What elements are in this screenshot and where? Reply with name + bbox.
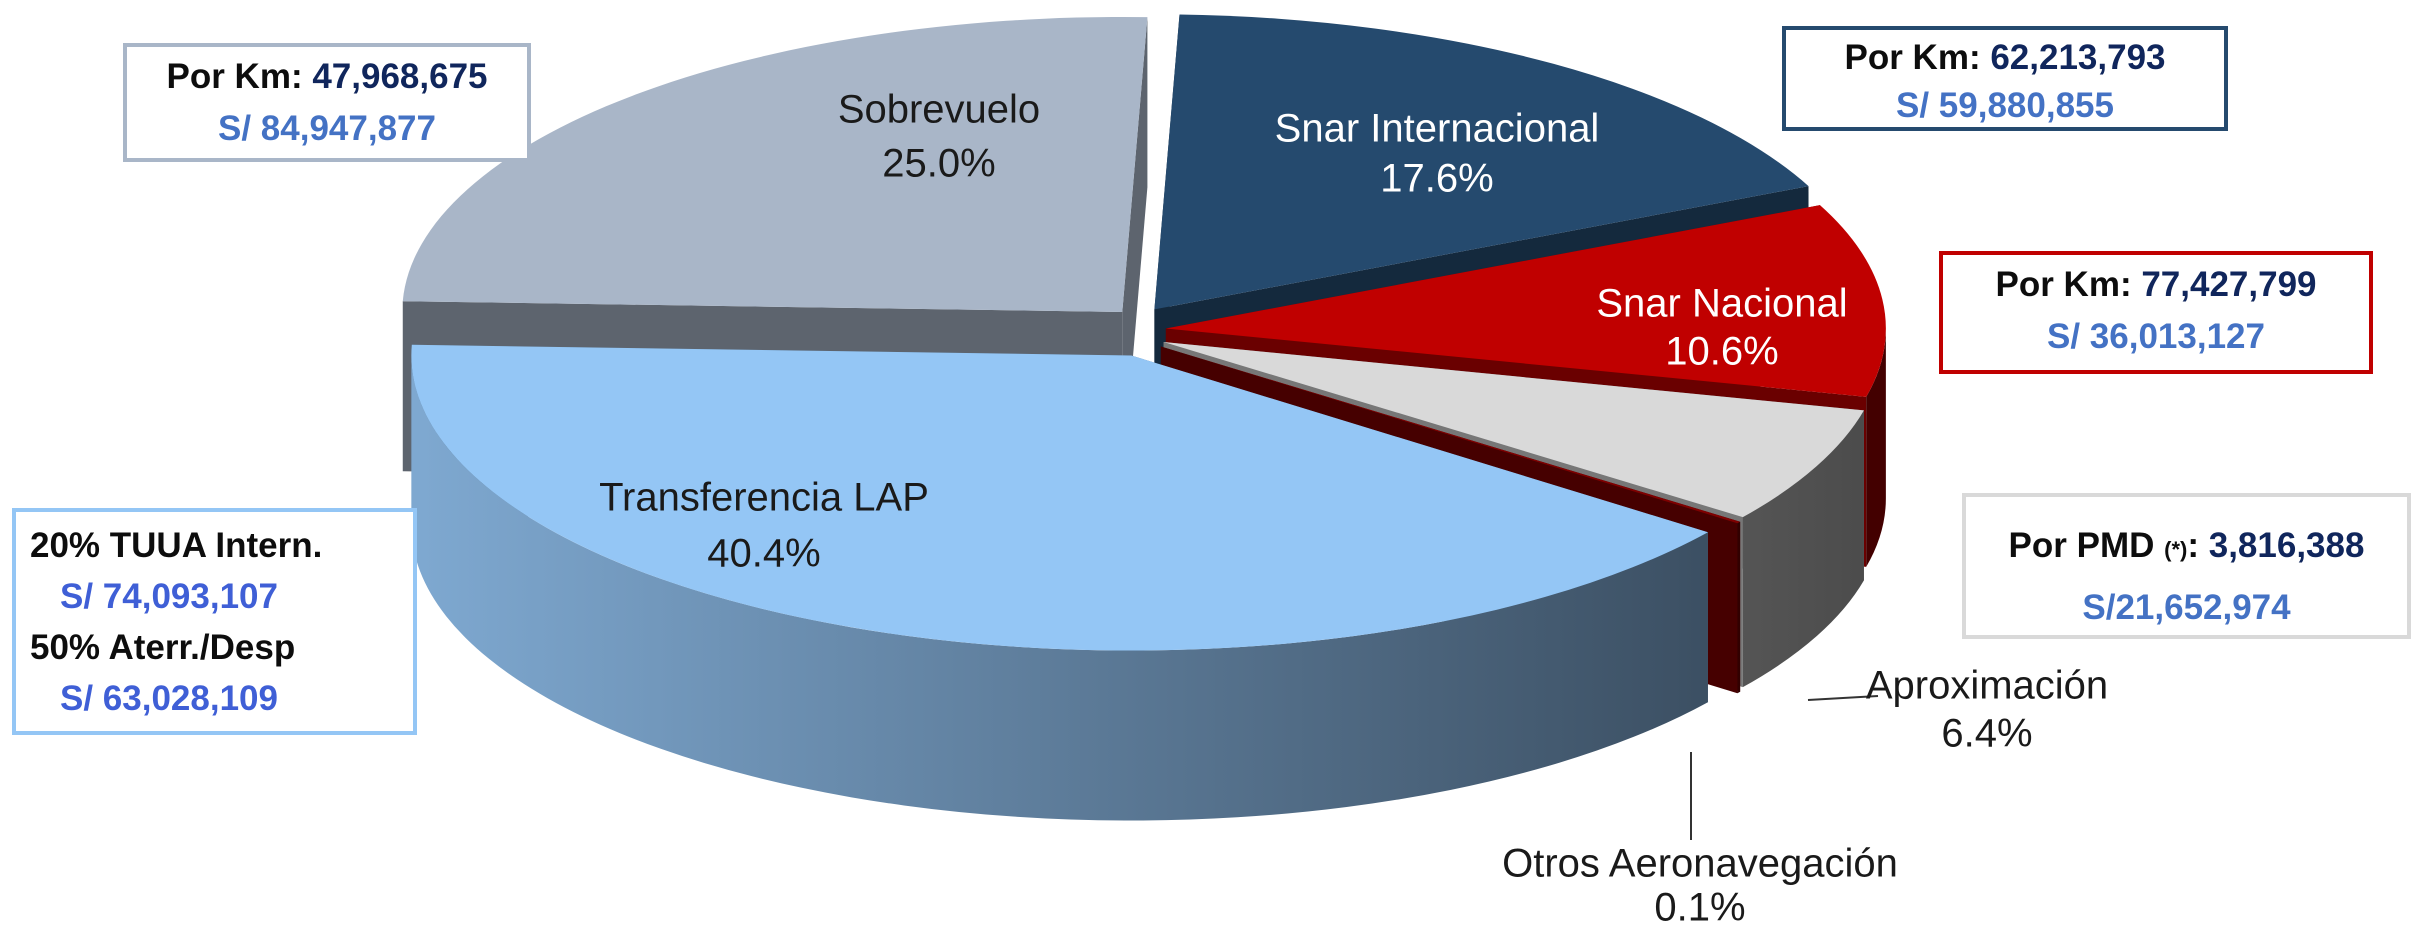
callout-text: 77,427,799 [2141,265,2317,304]
callout-box: Por Km: 47,968,675 S/ 84,947,877 [123,43,531,162]
callout-text: 20% TUUA Intern. [30,526,323,565]
callout-box: Por PMD (*): 3,816,388 S/21,652,974 [1962,493,2411,639]
callout-line: 50% Aterr./Desp [30,622,399,673]
callout-box: Por Km: 77,427,799 S/ 36,013,127 [1939,251,2373,374]
callout-line: S/ 74,093,107 [30,571,399,622]
callout-text: S/ 36,013,127 [2047,317,2265,356]
slice [1154,14,1809,310]
callout-text: S/ 84,947,877 [218,109,436,148]
slice-wall [1737,521,1741,694]
callout-text: 50% Aterr./Desp [30,628,296,667]
slice-label: Snar Internacional [1275,107,1600,151]
slice [402,16,1148,312]
callout-text: S/21,652,974 [2082,588,2291,627]
callout-text: Por Km: [166,57,303,96]
slice-label: Otros Aeronavegación [1502,842,1898,886]
slice-value-label: 0.1% [1654,886,1745,926]
callout-line: Por Km: 77,427,799 [1957,259,2355,311]
callout-line: S/ 36,013,127 [1957,311,2355,363]
slice [411,344,1708,651]
callout-line: Por Km: 47,968,675 [141,51,513,103]
slice [1160,346,1741,524]
slice-label: Snar Nacional [1596,282,1847,326]
callout-text: Por Km: [1995,265,2132,304]
callout-text: 47,968,675 [312,57,488,96]
callout-line: 20% TUUA Intern. [30,520,399,571]
callout-box: 20% TUUA Intern. S/ 74,093,107 50% Aterr./… [12,508,417,735]
slice [1165,205,1886,397]
slice-wall [411,355,1708,821]
callout-text: Por PMD [2008,526,2155,565]
callout-text: S/ 74,093,107 [60,577,278,616]
callout-line: S/21,652,974 [1980,579,2393,637]
callout-text: : [2187,526,2199,565]
leader-line [1807,695,1879,701]
callout-text: S/ 63,028,109 [60,679,278,718]
slice-value-label: 10.6% [1665,330,1778,374]
slice-value-label: 40.4% [707,532,820,576]
slice-value-label: 17.6% [1380,157,1493,201]
slice-label: Aproximación [1866,664,2108,708]
slice [1163,341,1864,518]
callout-text: S/ 59,880,855 [1896,86,2114,125]
callout-line: Por PMD (*): 3,816,388 [1980,517,2393,579]
callout-box: Por Km: 62,213,793 S/ 59,880,855 [1782,26,2228,131]
slice-value-label: 6.4% [1941,712,2032,756]
slice-label: Sobrevuelo [838,88,1040,132]
slice-wall [1742,410,1864,688]
callout-text: 3,816,388 [2208,526,2365,565]
callout-text: 62,213,793 [1990,38,2166,77]
slice-label: Transferencia LAP [599,476,929,520]
callout-text: (*) [2164,537,2188,562]
slice-value-label: 25.0% [882,142,995,186]
callout-text: Por Km: [1844,38,1981,77]
callout-line: S/ 59,880,855 [1800,82,2210,130]
callout-line: S/ 63,028,109 [30,673,399,724]
callout-line: S/ 84,947,877 [141,103,513,155]
slice-wall [1866,328,1886,567]
callout-line: Por Km: 62,213,793 [1800,34,2210,82]
